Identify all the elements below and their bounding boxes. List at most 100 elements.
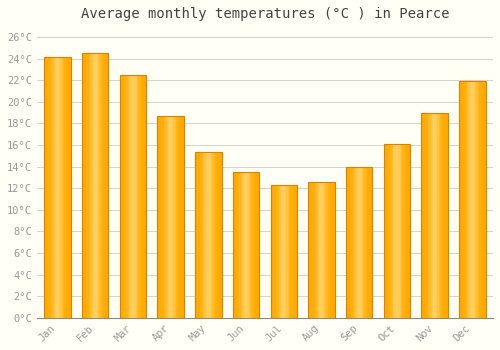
Bar [276,185,277,318]
Bar [88,53,90,318]
Bar [389,144,390,318]
Bar [422,113,424,318]
Bar [460,81,462,318]
Bar [195,152,222,318]
Bar [459,81,485,318]
Bar [158,116,184,318]
Bar [133,75,134,318]
Bar [398,144,400,318]
Bar [330,182,332,318]
Bar [50,56,51,318]
Bar [466,81,467,318]
Bar [364,167,366,318]
Bar [242,172,244,318]
Bar [120,75,121,318]
Bar [94,53,96,318]
Bar [54,56,55,318]
Bar [252,172,254,318]
Bar [352,167,354,318]
Bar [394,144,396,318]
Bar [368,167,370,318]
Bar [348,167,350,318]
Bar [314,182,315,318]
Bar [103,53,104,318]
Bar [346,167,372,318]
Bar [84,53,86,318]
Bar [82,53,84,318]
Bar [68,56,70,318]
Bar [426,113,428,318]
Bar [52,56,54,318]
Bar [286,185,288,318]
Bar [290,185,292,318]
Bar [355,167,356,318]
Bar [124,75,125,318]
Bar [367,167,368,318]
Bar [162,116,164,318]
Bar [310,182,311,318]
Bar [214,152,215,318]
Bar [476,81,478,318]
Bar [122,75,124,318]
Bar [319,182,320,318]
Bar [47,56,48,318]
Bar [206,152,207,318]
Bar [107,53,108,318]
Bar [312,182,314,318]
Bar [198,152,199,318]
Bar [199,152,200,318]
Bar [233,172,234,318]
Bar [408,144,409,318]
Bar [483,81,484,318]
Bar [126,75,128,318]
Bar [142,75,144,318]
Bar [137,75,138,318]
Bar [210,152,211,318]
Bar [280,185,281,318]
Bar [356,167,358,318]
Bar [308,182,334,318]
Bar [62,56,63,318]
Bar [236,172,237,318]
Bar [144,75,145,318]
Bar [371,167,372,318]
Bar [92,53,94,318]
Bar [218,152,219,318]
Bar [322,182,323,318]
Bar [392,144,393,318]
Bar [244,172,245,318]
Bar [282,185,284,318]
Bar [401,144,402,318]
Bar [134,75,136,318]
Bar [350,167,352,318]
Bar [400,144,401,318]
Bar [405,144,406,318]
Bar [233,172,260,318]
Bar [478,81,479,318]
Bar [445,113,446,318]
Bar [278,185,280,318]
Bar [196,152,198,318]
Bar [296,185,297,318]
Bar [459,81,460,318]
Bar [96,53,98,318]
Bar [363,167,364,318]
Bar [207,152,208,318]
Bar [320,182,322,318]
Bar [441,113,442,318]
Bar [258,172,260,318]
Bar [63,56,64,318]
Bar [346,167,348,318]
Bar [215,152,216,318]
Bar [100,53,102,318]
Bar [446,113,448,318]
Bar [55,56,56,318]
Bar [106,53,107,318]
Bar [58,56,59,318]
Bar [327,182,328,318]
Bar [170,116,172,318]
Bar [254,172,256,318]
Bar [434,113,436,318]
Bar [240,172,241,318]
Bar [354,167,355,318]
